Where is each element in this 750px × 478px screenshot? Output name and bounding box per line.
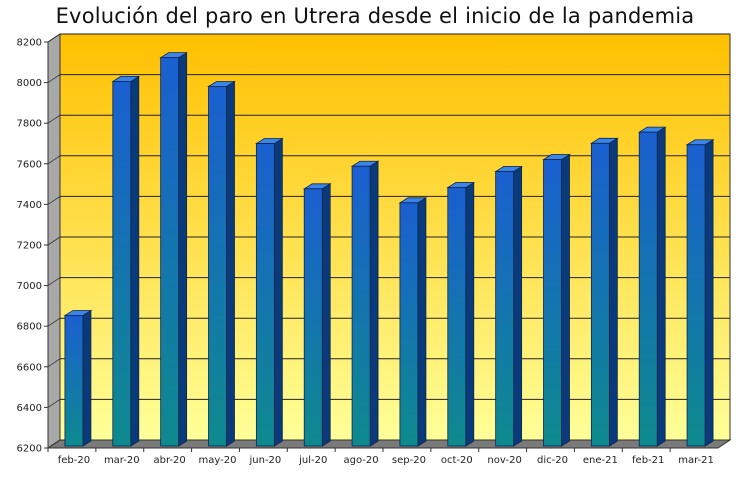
bar — [63, 309, 93, 447]
bar — [637, 126, 667, 447]
side-gridline — [47, 196, 61, 205]
y-tick-label: 6600 — [17, 362, 42, 373]
bar — [111, 75, 141, 447]
bar-front — [686, 144, 706, 447]
bar-side — [178, 51, 188, 447]
side-gridline — [47, 277, 61, 286]
bar-front — [160, 57, 180, 447]
side-gridline — [47, 236, 61, 246]
bar-front — [64, 315, 84, 447]
bar-side — [82, 309, 92, 447]
bar-front — [255, 143, 275, 447]
bar — [254, 137, 284, 447]
bar-front — [208, 86, 227, 447]
bar — [350, 160, 380, 447]
x-tick-label: ene-21 — [583, 455, 618, 466]
bar-front — [638, 131, 658, 447]
bar-side — [561, 153, 570, 447]
x-tick-label: ago-20 — [344, 455, 379, 466]
side-gridline — [47, 33, 61, 43]
y-tick-label: 7600 — [17, 159, 42, 170]
x-tick-label: abr-20 — [154, 455, 186, 466]
y-tick-label: 7800 — [17, 119, 42, 130]
bar-front — [399, 202, 419, 447]
bar-side — [656, 126, 666, 447]
bar-front — [495, 171, 515, 447]
bar-side — [513, 165, 523, 447]
x-tick-label: may-20 — [199, 455, 237, 466]
x-tick-label: mar-21 — [678, 455, 714, 466]
bar — [685, 139, 715, 447]
bar-side — [417, 197, 427, 447]
bar-front — [590, 142, 610, 447]
bar — [589, 137, 619, 447]
x-tick-label: oct-20 — [441, 455, 473, 466]
x-tick-label: jun-20 — [248, 455, 281, 466]
side-gridline — [47, 439, 61, 449]
y-tick-label: 7400 — [17, 200, 42, 211]
axes: 6200 6400 6600 6800 7000 7200 7400 7600 7800 8000… — [17, 38, 718, 466]
bar-front — [543, 159, 562, 447]
bar — [207, 80, 236, 447]
bars — [63, 51, 715, 447]
x-tick-label: mar-20 — [104, 455, 140, 466]
x-tick-label: feb-21 — [632, 455, 664, 466]
y-tick-label: 7200 — [17, 241, 42, 252]
y-tick-label: 6200 — [17, 444, 42, 455]
bar-side — [273, 137, 283, 447]
bar — [542, 153, 571, 447]
y-tick-label: 6400 — [17, 403, 42, 414]
x-tick-label: dic-20 — [537, 455, 568, 466]
bar-side — [608, 137, 618, 447]
x-tick-label: feb-20 — [58, 455, 90, 466]
bar-front — [351, 165, 371, 447]
chart-title: Evolución del paro en Utrera desde el in… — [55, 4, 695, 28]
bar-side — [226, 80, 235, 447]
y-tick-label: 8200 — [17, 38, 42, 49]
x-tick-label: sep-20 — [392, 455, 426, 466]
x-tick-label: jul-20 — [298, 455, 327, 466]
bar-side — [130, 75, 140, 447]
bar-side — [704, 139, 714, 447]
bar — [398, 197, 428, 447]
y-tick-label: 8000 — [17, 78, 42, 89]
side-gridline — [47, 317, 61, 327]
x-tick-label: nov-20 — [487, 455, 521, 466]
bar — [446, 181, 476, 447]
side-gridline — [47, 74, 61, 83]
bar-front — [447, 187, 467, 447]
plot-background — [46, 33, 732, 449]
side-gridline — [47, 114, 61, 124]
y-tick-label: 6800 — [17, 322, 42, 333]
side-gridline — [47, 358, 61, 368]
side-gridline — [47, 155, 61, 165]
bar — [159, 51, 189, 447]
bar-front — [112, 81, 132, 447]
bar — [494, 165, 524, 447]
bar-side — [369, 160, 379, 447]
side-gridline — [47, 399, 61, 408]
bar-side — [321, 183, 331, 447]
bar — [302, 183, 332, 447]
bar-side — [465, 181, 475, 447]
y-tick-label: 7000 — [17, 281, 42, 292]
bar-front — [303, 188, 323, 447]
floor — [46, 439, 732, 449]
